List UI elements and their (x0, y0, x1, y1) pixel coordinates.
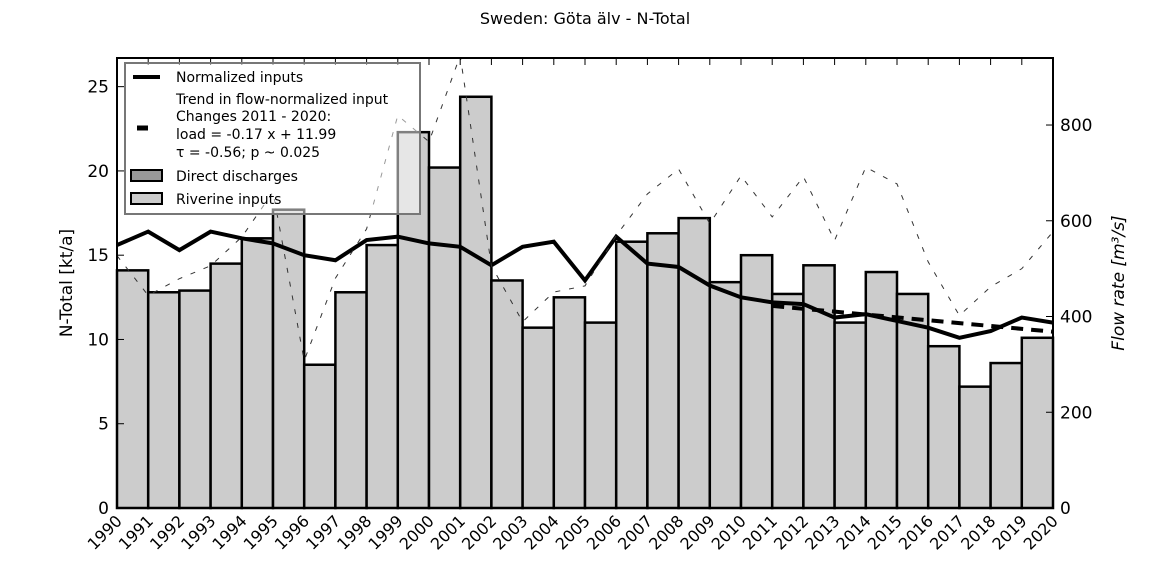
y-right-tick-label-200: 200 (1060, 403, 1092, 423)
x-tick-label-2014: 2014 (832, 511, 874, 553)
legend-direct-swatch (130, 169, 163, 182)
x-tick-label-2015: 2015 (864, 511, 906, 553)
legend-normalized-label: Normalized inputs (176, 70, 303, 86)
x-tick-label-2018: 2018 (957, 511, 999, 553)
bar-2009 (708, 280, 743, 510)
x-tick-label-2009: 2009 (676, 511, 718, 553)
bar-2003 (521, 326, 556, 510)
bar-2001 (458, 95, 493, 510)
bar-1996 (302, 363, 337, 510)
bar-2014 (864, 270, 899, 510)
bar-2010 (739, 253, 774, 510)
x-tick-label-2000: 2000 (396, 511, 438, 553)
bar-2018 (989, 361, 1024, 510)
bar-1992 (178, 289, 212, 510)
bar-2004 (552, 296, 587, 510)
x-tick-label-2006: 2006 (583, 511, 625, 553)
y-axis-label-right: Flow rate [m³/s] (1109, 215, 1129, 350)
flow-rate-line (117, 58, 1053, 363)
x-tick-label-1995: 1995 (240, 511, 282, 553)
bar-1991 (146, 291, 181, 510)
bar-2016 (926, 344, 961, 510)
bar-2008 (677, 216, 712, 510)
x-tick-label-1998: 1998 (333, 511, 375, 553)
y-tick-label-5: 5 (98, 415, 109, 435)
y-tick-label-10: 10 (87, 330, 109, 350)
bar-2006 (614, 240, 649, 510)
x-tick-label-1992: 1992 (146, 511, 188, 553)
x-tick-label-2002: 2002 (458, 511, 500, 553)
x-tick-label-2012: 2012 (770, 511, 812, 553)
x-tick-label-2004: 2004 (520, 511, 562, 553)
bar-2019 (1020, 336, 1055, 510)
x-tick-label-1993: 1993 (177, 511, 219, 553)
bar-2000 (427, 166, 462, 510)
y-tick-label-0: 0 (98, 499, 109, 519)
x-tick-label-2011: 2011 (739, 511, 781, 553)
bar-2002 (490, 279, 524, 510)
x-tick-label-1994: 1994 (208, 511, 250, 553)
x-tick-label-1996: 1996 (271, 511, 313, 553)
legend-direct-label: Direct discharges (176, 169, 298, 185)
legend-trend-line-2: Changes 2011 - 2020: (176, 109, 331, 125)
bar-2007 (646, 232, 680, 510)
y-tick-label-15: 15 (87, 246, 109, 266)
x-tick-label-2016: 2016 (895, 511, 937, 553)
bar-1997 (334, 291, 368, 510)
bar-1993 (209, 262, 244, 510)
bar-2013 (833, 321, 868, 510)
x-tick-label-2010: 2010 (708, 511, 750, 553)
y-tick-label-25: 25 (87, 78, 109, 98)
x-tick-label-2017: 2017 (926, 511, 968, 553)
x-tick-label-2007: 2007 (614, 511, 656, 553)
x-tick-label-2013: 2013 (801, 511, 843, 553)
legend-riverine-swatch (130, 192, 163, 205)
legend-trend-line-1: Trend in flow-normalized input (175, 92, 389, 108)
bar-2012 (802, 264, 836, 510)
x-tick-label-1999: 1999 (364, 511, 406, 553)
bar-2011 (770, 292, 805, 510)
bar-1990 (115, 269, 150, 510)
x-tick-label-2020: 2020 (1020, 511, 1062, 553)
bar-2017 (958, 385, 992, 510)
x-tick-label-2019: 2019 (988, 511, 1030, 553)
legend-trend-line-4: τ = -0.56; p ~ 0.025 (176, 145, 320, 161)
bar-1994 (240, 237, 275, 510)
bar-1998 (365, 243, 400, 510)
chart-title: Sweden: Göta älv - N-Total (480, 9, 690, 28)
x-tick-label-2003: 2003 (489, 511, 531, 553)
y-axis-label: N-Total [kt/a] (57, 229, 77, 337)
y-right-tick-label-600: 600 (1060, 212, 1092, 232)
legend-trend-line-3: load = -0.17 x + 11.99 (176, 127, 336, 143)
x-tick-label-2001: 2001 (427, 511, 469, 553)
bar-2005 (583, 321, 618, 510)
x-tick-label-1991: 1991 (115, 511, 157, 553)
x-tick-label-2008: 2008 (645, 511, 687, 553)
x-tick-label-2005: 2005 (552, 511, 594, 553)
normalized-inputs-line (117, 229, 1053, 340)
y-tick-label-20: 20 (87, 162, 109, 182)
y-right-tick-label-800: 800 (1060, 116, 1092, 136)
x-tick-label-1997: 1997 (302, 511, 344, 553)
x-tick-label-1990: 1990 (84, 511, 126, 553)
trend-line (772, 303, 1053, 334)
legend-riverine-label: Riverine inputs (176, 192, 281, 208)
y-right-tick-label-400: 400 (1060, 308, 1092, 328)
legend: Normalized inputs Trend in flow-normaliz… (124, 62, 421, 215)
y-right-tick-label-0: 0 (1060, 499, 1071, 519)
